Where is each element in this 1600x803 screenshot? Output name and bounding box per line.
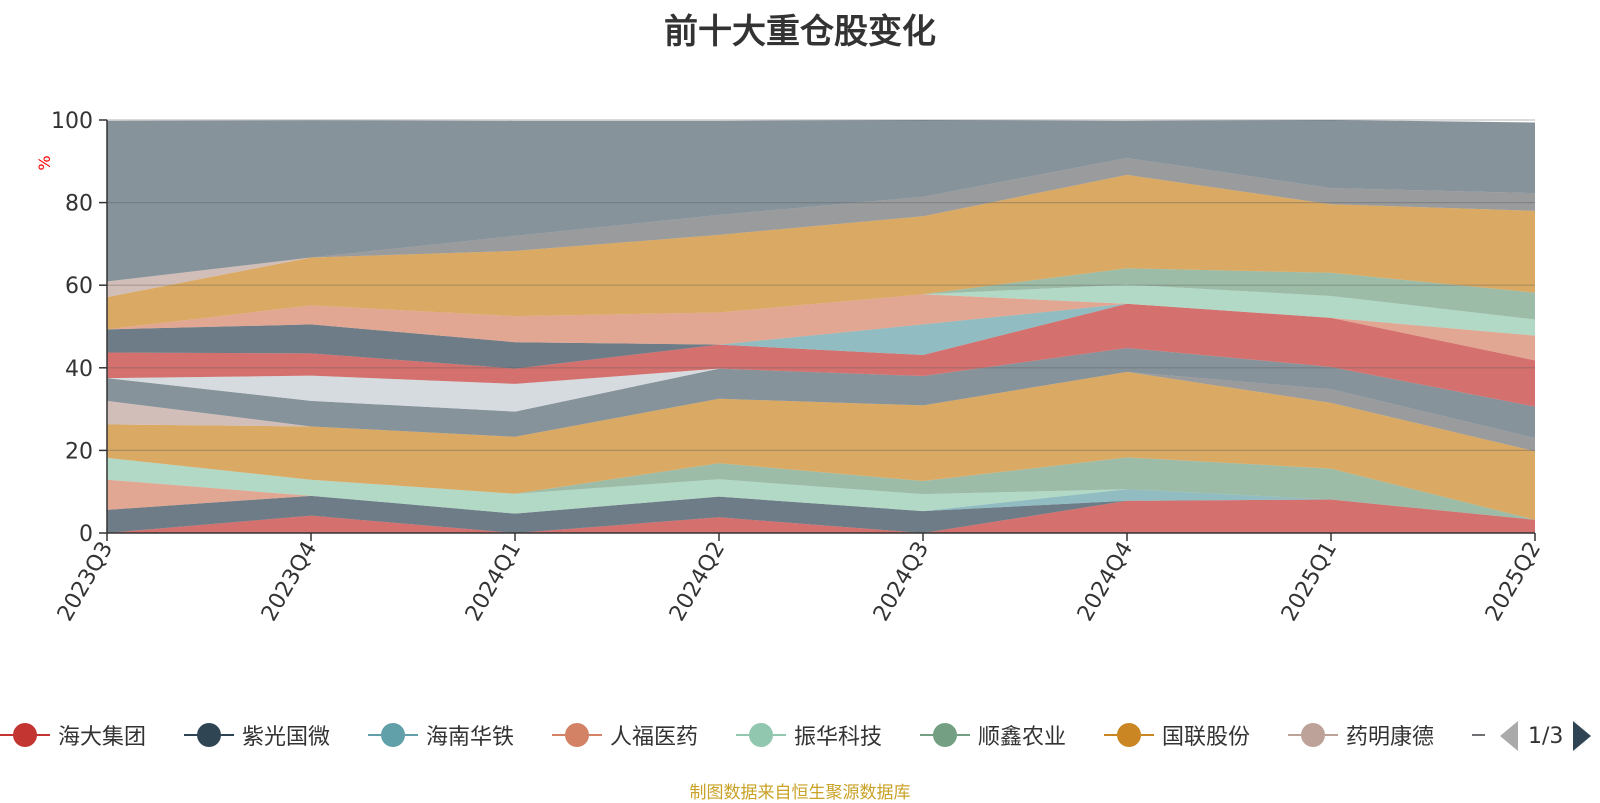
legend-page-indicator: 1/3 (1528, 723, 1564, 749)
legend-label: 振华科技 (794, 725, 883, 750)
x-tick-label-2024Q2: 2024Q2 (665, 538, 730, 626)
legend-item[interactable] (1472, 713, 1485, 757)
area-series-13 (107, 303, 1535, 369)
axes (99, 119, 1536, 541)
area-series-18 (107, 174, 1535, 330)
area-series-1 (107, 499, 1535, 533)
legend-marker-icon (184, 723, 234, 747)
legend-label: 海南华铁 (426, 725, 515, 750)
area-series-14 (107, 303, 1535, 361)
x-tick-label-2023Q3: 2023Q3 (53, 538, 118, 626)
area-series-21 (107, 120, 1535, 282)
area-series-16 (107, 284, 1535, 336)
x-tick-label-2024Q3: 2024Q3 (869, 538, 934, 626)
area-series-15 (107, 294, 1535, 361)
source-note: 制图数据来自恒生聚源数据库 (689, 783, 911, 803)
area-series-10 (107, 347, 1535, 439)
area-series-2 (107, 495, 1535, 533)
y-axis-label: % (35, 155, 54, 170)
legend-next-page-icon[interactable] (1573, 721, 1592, 751)
legend-item[interactable]: 人福医药 (552, 713, 698, 757)
legend-marker-icon (0, 723, 50, 747)
grid-lines (107, 119, 1535, 451)
y-tick-label-0: 0 (79, 522, 93, 547)
legend-item[interactable]: 海南华铁 (368, 713, 514, 757)
legend-marker-icon (1288, 723, 1338, 747)
x-tick-label-2024Q4: 2024Q4 (1073, 538, 1138, 626)
y-tick-label-80: 80 (65, 192, 93, 217)
chart-title: 前十大重仓股变化 (664, 12, 936, 52)
y-tick-label-100: 100 (51, 109, 93, 134)
legend-item[interactable]: 顺鑫农业 (920, 713, 1066, 757)
legend-pager: 1/3 (1500, 718, 1592, 754)
y-tick-label-60: 60 (65, 274, 93, 299)
x-tick-label-2023Q4: 2023Q4 (257, 538, 322, 626)
legend-label: 紫光国微 (242, 725, 331, 750)
legend-marker-icon (920, 723, 970, 747)
legend: 海大集团 紫光国微 海南华铁 人福医药 振华科技 顺鑫农业 国联股份 药明康德 (0, 713, 1485, 757)
area-series-6 (107, 457, 1535, 520)
legend-label: 海大集团 (58, 725, 147, 750)
area-series-20 (107, 157, 1535, 282)
y-tick-label-20: 20 (65, 439, 93, 464)
area-series-5 (107, 457, 1535, 520)
legend-item[interactable]: 国联股份 (1104, 713, 1250, 757)
legend-label: 国联股份 (1162, 725, 1251, 750)
legend-marker-icon (552, 723, 602, 747)
legend-item[interactable]: 振华科技 (736, 713, 882, 757)
series-areas (107, 120, 1535, 533)
legend-marker-icon (1104, 723, 1154, 747)
legend-marker-icon (736, 723, 786, 747)
legend-prev-page-icon[interactable] (1500, 721, 1518, 751)
legend-label: 人福医药 (610, 725, 699, 750)
x-tick-label-2025Q2: 2025Q2 (1481, 538, 1546, 626)
x-tick-label-2025Q1: 2025Q1 (1277, 538, 1342, 626)
area-series-17 (107, 268, 1535, 330)
legend-label: 顺鑫农业 (978, 725, 1067, 750)
legend-item[interactable]: 海大集团 (0, 713, 146, 757)
area-series-11 (107, 347, 1535, 412)
area-series-12 (107, 303, 1535, 407)
legend-marker-icon (1472, 723, 1485, 747)
legend-label: 药明康德 (1346, 725, 1435, 750)
y-tick-label-40: 40 (65, 357, 93, 382)
area-series-3 (107, 489, 1535, 520)
legend-item[interactable]: 药明康德 (1288, 713, 1434, 757)
x-tick-label-2024Q1: 2024Q1 (461, 538, 526, 626)
legend-item[interactable]: 紫光国微 (184, 713, 330, 757)
area-series-7 (107, 371, 1535, 520)
legend-marker-icon (368, 723, 418, 747)
